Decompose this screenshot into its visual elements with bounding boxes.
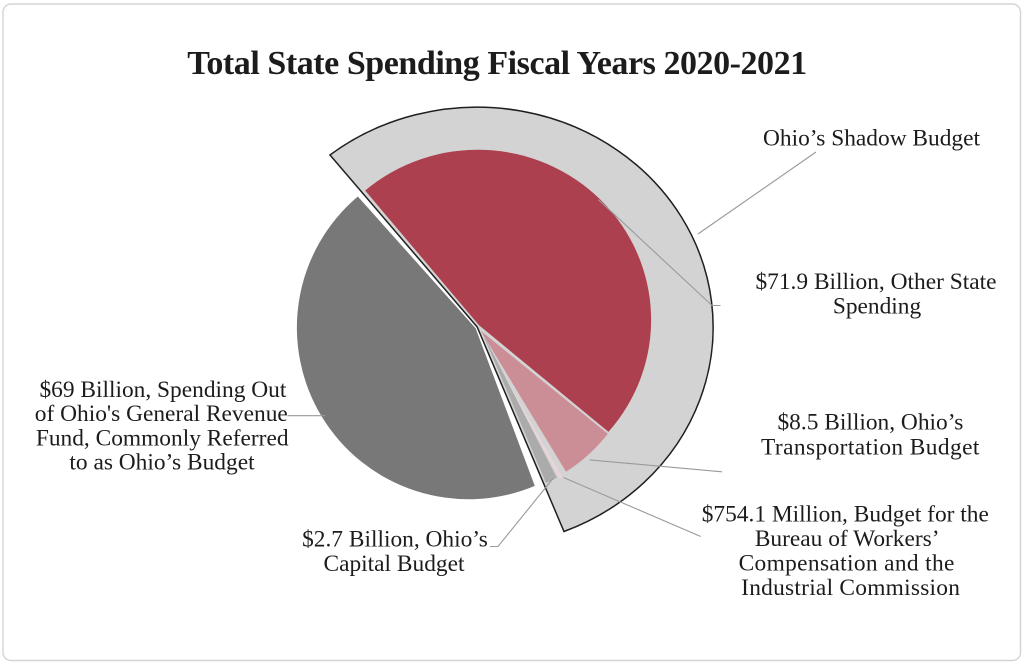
svg-text:Industrial Commission: Industrial Commission — [741, 575, 960, 601]
svg-text:$71.9 Billion, Other State: $71.9 Billion, Other State — [755, 269, 996, 295]
svg-text:Bureau of Workers’: Bureau of Workers’ — [755, 526, 940, 552]
svg-text:$2.7 Billion, Ohio’s: $2.7 Billion, Ohio’s — [302, 526, 488, 552]
svg-text:Fund, Commonly Referred: Fund, Commonly Referred — [36, 425, 289, 451]
svg-text:Ohio’s Shadow Budget: Ohio’s Shadow Budget — [763, 125, 981, 151]
svg-text:Capital Budget: Capital Budget — [324, 551, 465, 577]
svg-text:$8.5 Billion, Ohio’s: $8.5 Billion, Ohio’s — [777, 410, 963, 436]
svg-text:Transportation Budget: Transportation Budget — [761, 435, 980, 461]
svg-text:Total State Spending Fiscal Ye: Total State Spending Fiscal Years 2020-2… — [187, 45, 806, 82]
svg-text:$754.1 Million, Budget for the: $754.1 Million, Budget for the — [702, 501, 989, 527]
svg-text:of Ohio's General Revenue: of Ohio's General Revenue — [35, 401, 288, 427]
svg-text:Spending: Spending — [833, 294, 922, 320]
svg-text:to as Ohio’s Budget: to as Ohio’s Budget — [69, 450, 255, 476]
svg-text:$69 Billion, Spending Out: $69 Billion, Spending Out — [39, 377, 286, 403]
svg-text:Compensation and the: Compensation and the — [739, 551, 955, 577]
